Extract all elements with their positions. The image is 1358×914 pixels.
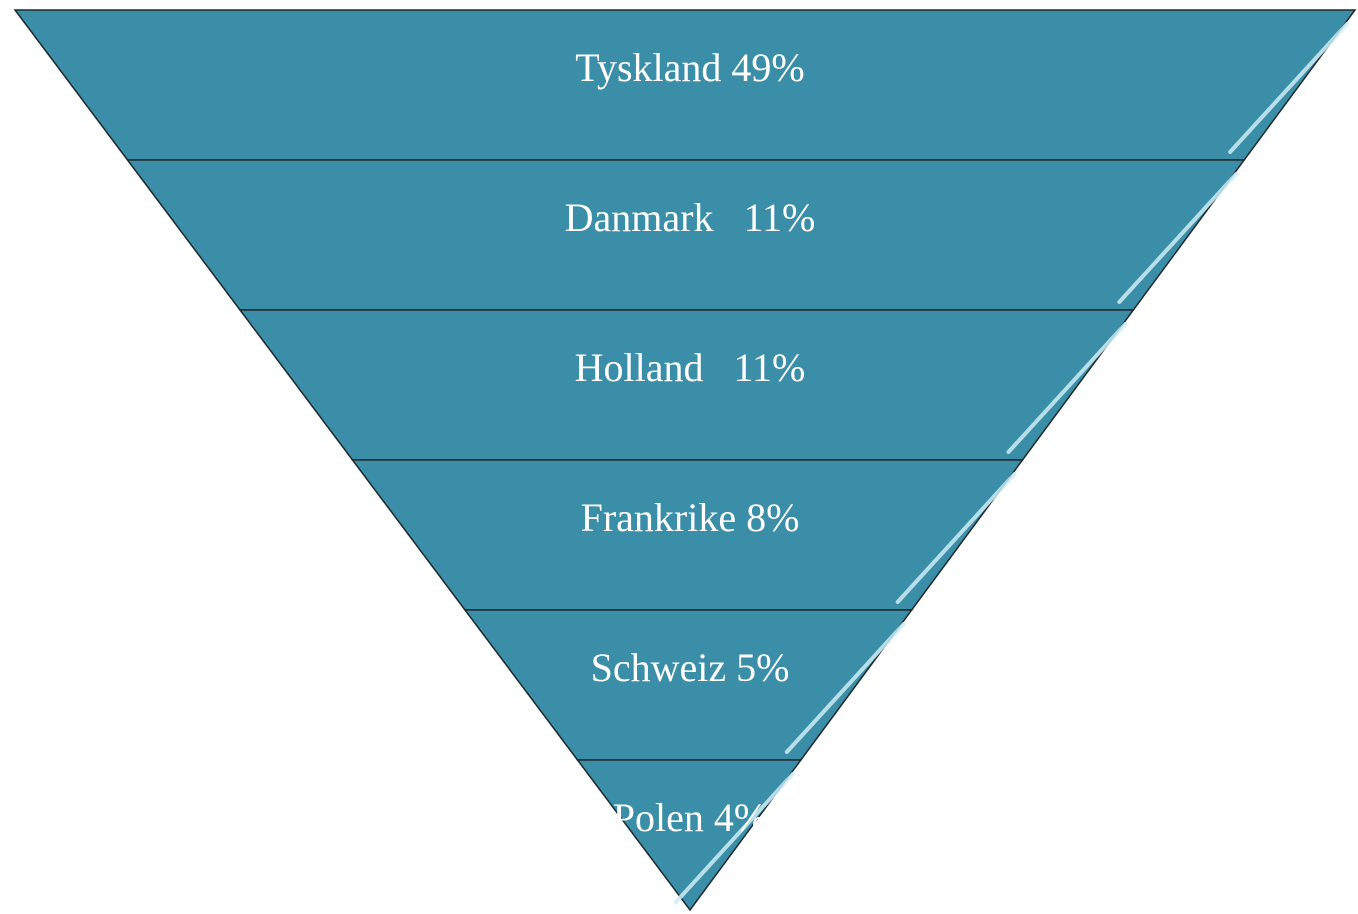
band-highlight [1117, 172, 1239, 304]
band-highlight [1228, 22, 1349, 154]
band-highlight [1006, 322, 1128, 454]
band-label: Danmark 11% [565, 195, 816, 240]
band-label: Tyskland 49% [575, 45, 804, 90]
band-highlight [674, 772, 795, 904]
band-label: Frankrike 8% [581, 495, 800, 540]
band-label: Polen 4% [613, 795, 767, 840]
band-highlight [784, 622, 906, 754]
band-label: Holland 11% [575, 345, 806, 390]
band-label: Schweiz 5% [591, 645, 790, 690]
funnel-band [576, 759, 803, 912]
band-highlight [895, 472, 1017, 604]
